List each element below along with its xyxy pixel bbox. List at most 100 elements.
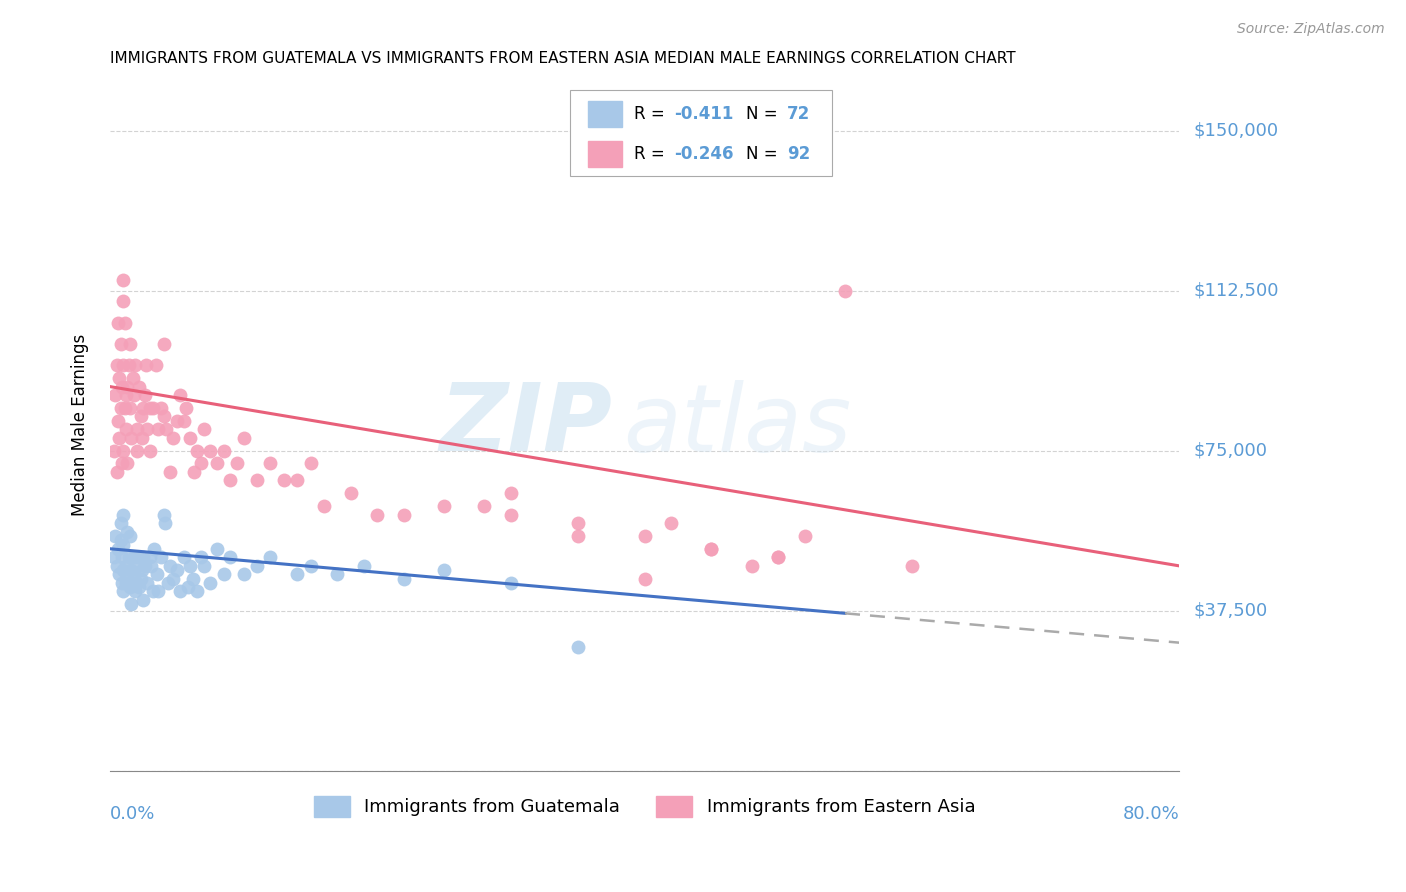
Legend: Immigrants from Guatemala, Immigrants from Eastern Asia: Immigrants from Guatemala, Immigrants fr… <box>307 789 983 824</box>
Point <box>246 474 269 488</box>
Point <box>246 558 269 573</box>
Point <box>112 358 135 372</box>
Point <box>134 558 156 573</box>
Point <box>111 575 134 590</box>
Point <box>153 516 176 531</box>
Point <box>136 422 159 436</box>
Point <box>768 550 790 565</box>
Point <box>312 499 335 513</box>
Text: $75,000: $75,000 <box>1194 442 1267 459</box>
Point <box>104 529 127 543</box>
Point <box>121 575 143 590</box>
Point <box>143 541 166 556</box>
Point <box>273 474 295 488</box>
Point <box>148 422 170 436</box>
Point <box>107 414 129 428</box>
Point <box>633 529 655 543</box>
Point <box>117 379 139 393</box>
Text: $112,500: $112,500 <box>1194 282 1278 300</box>
Point <box>212 443 235 458</box>
Point <box>118 550 141 565</box>
Point <box>103 550 125 565</box>
Text: 92: 92 <box>787 145 810 163</box>
Point <box>146 567 169 582</box>
Point <box>339 486 361 500</box>
Point <box>111 457 134 471</box>
Point <box>179 558 201 573</box>
Point <box>901 558 924 573</box>
Point <box>103 443 125 458</box>
Point <box>120 580 142 594</box>
FancyBboxPatch shape <box>569 90 832 176</box>
Point <box>232 431 254 445</box>
Text: -0.411: -0.411 <box>675 105 734 123</box>
Point <box>110 401 132 415</box>
Point <box>122 388 145 402</box>
Point <box>169 388 191 402</box>
Point <box>129 572 152 586</box>
Point <box>169 584 191 599</box>
Point <box>299 457 322 471</box>
Point <box>433 563 456 577</box>
Point <box>139 443 162 458</box>
Point <box>499 575 522 590</box>
Bar <box>588 101 621 128</box>
Point <box>105 465 128 479</box>
Point <box>162 431 184 445</box>
Point <box>117 567 139 582</box>
Point <box>186 443 208 458</box>
Point <box>112 563 135 577</box>
Text: 72: 72 <box>787 105 810 123</box>
Point <box>142 401 165 415</box>
Point <box>259 457 281 471</box>
Point <box>159 558 181 573</box>
Text: Source: ZipAtlas.com: Source: ZipAtlas.com <box>1237 22 1385 37</box>
Point <box>567 529 589 543</box>
Text: N =: N = <box>747 105 783 123</box>
Point <box>127 550 149 565</box>
Point <box>285 567 308 582</box>
Point <box>155 422 177 436</box>
Point <box>135 358 157 372</box>
Point <box>110 533 132 548</box>
Point <box>152 337 174 351</box>
Point <box>118 358 141 372</box>
Point <box>131 431 153 445</box>
Point <box>112 537 135 551</box>
Point <box>107 316 129 330</box>
Point <box>128 379 150 393</box>
Point <box>166 563 188 577</box>
Point <box>794 529 817 543</box>
Point <box>122 550 145 565</box>
Point <box>768 550 790 565</box>
Point <box>392 572 415 586</box>
Point <box>659 516 682 531</box>
Point <box>114 401 136 415</box>
Point <box>499 508 522 522</box>
Point <box>166 414 188 428</box>
Point <box>134 388 156 402</box>
Point <box>120 563 142 577</box>
Point <box>120 529 142 543</box>
Point <box>392 508 415 522</box>
Point <box>366 508 388 522</box>
Point <box>205 541 228 556</box>
Point <box>181 572 204 586</box>
Point <box>105 558 128 573</box>
Point <box>567 516 589 531</box>
Point <box>285 474 308 488</box>
Point <box>353 558 375 573</box>
Bar <box>588 141 621 167</box>
Point <box>299 558 322 573</box>
Point <box>149 550 172 565</box>
Point <box>125 443 148 458</box>
Point <box>159 465 181 479</box>
Point <box>114 316 136 330</box>
Point <box>141 558 163 573</box>
Point <box>700 541 723 556</box>
Point <box>132 401 155 415</box>
Point <box>104 388 127 402</box>
Y-axis label: Median Male Earnings: Median Male Earnings <box>72 334 89 516</box>
Text: -0.246: -0.246 <box>675 145 734 163</box>
Point <box>129 409 152 424</box>
